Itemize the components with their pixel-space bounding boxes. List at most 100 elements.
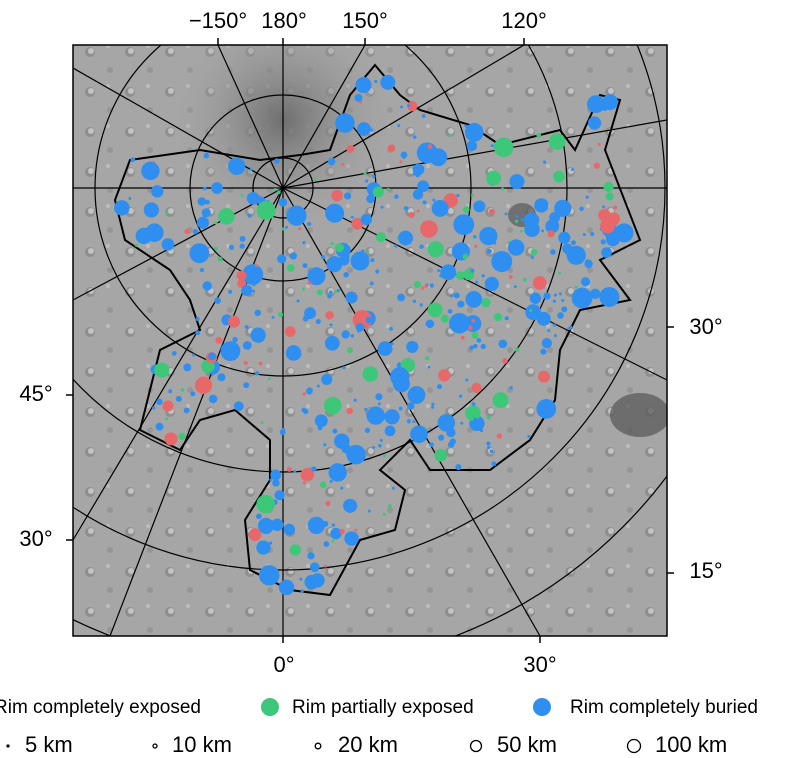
crater-marker — [438, 414, 456, 432]
crater-marker — [453, 214, 474, 235]
crater-marker — [412, 420, 415, 423]
crater-marker — [256, 540, 270, 554]
axis-label: 15° — [689, 558, 722, 583]
crater-marker — [298, 227, 301, 230]
crater-marker — [463, 254, 469, 260]
crater-marker — [364, 408, 367, 411]
crater-marker — [602, 205, 605, 208]
crater-marker — [473, 200, 485, 212]
crater-marker — [372, 175, 375, 178]
crater-marker — [279, 580, 294, 595]
crater-marker — [505, 316, 509, 320]
crater-marker — [392, 487, 395, 490]
crater-marker — [165, 417, 168, 420]
crater-marker — [475, 281, 478, 284]
crater-marker — [501, 188, 504, 191]
crater-marker — [493, 242, 496, 245]
crater-marker — [244, 361, 248, 365]
crater-marker — [410, 425, 428, 443]
crater-marker — [303, 409, 308, 414]
crater-marker — [374, 80, 377, 83]
crater-marker — [524, 222, 539, 237]
crater-marker — [197, 217, 209, 229]
legend-marker — [261, 698, 279, 716]
crater-marker — [323, 443, 326, 446]
crater-marker — [320, 481, 327, 488]
crater-marker — [529, 309, 532, 312]
crater-marker — [407, 402, 415, 410]
crater-marker — [347, 348, 352, 353]
crater-marker — [277, 254, 286, 263]
crater-marker — [285, 226, 288, 229]
crater-marker — [339, 529, 344, 534]
crater-marker — [228, 290, 232, 294]
crater-marker — [290, 252, 297, 259]
crater-marker — [346, 445, 365, 464]
crater-marker — [334, 433, 349, 448]
crater-marker — [275, 490, 285, 500]
crater-marker — [255, 264, 258, 267]
crater-marker — [473, 418, 478, 423]
crater-marker — [375, 270, 379, 274]
crater-marker — [463, 206, 470, 213]
crater-marker — [574, 285, 577, 288]
crater-marker — [504, 213, 507, 216]
crater-marker — [515, 348, 520, 353]
crater-marker — [283, 524, 295, 536]
basemap — [0, 0, 763, 668]
crater-marker — [195, 377, 212, 394]
crater-marker — [471, 194, 474, 197]
crater-marker — [184, 229, 190, 235]
crater-marker — [344, 531, 358, 545]
crater-marker — [286, 345, 302, 361]
crater-marker — [356, 323, 365, 332]
legend-label: Rim partially exposed — [292, 697, 474, 718]
crater-marker — [378, 402, 381, 405]
size-label: 10 km — [172, 732, 232, 757]
crater-marker — [533, 276, 547, 290]
crater-marker — [335, 113, 355, 133]
crater-marker — [423, 200, 427, 204]
crater-marker — [328, 158, 336, 166]
crater-marker — [465, 378, 468, 381]
crater-marker — [151, 185, 163, 197]
crater-marker — [302, 241, 305, 244]
crater-marker — [434, 449, 447, 462]
crater-marker — [286, 206, 306, 226]
crater-marker — [215, 221, 218, 224]
crater-marker — [472, 402, 476, 406]
size-marker — [471, 741, 482, 752]
crater-marker — [487, 446, 490, 449]
crater-marker — [522, 180, 525, 183]
legend-label: Rim completely buried — [570, 697, 758, 718]
crater-marker — [380, 439, 383, 442]
crater-marker — [481, 274, 484, 277]
crater-marker — [465, 405, 480, 420]
size-label: 5 km — [25, 732, 73, 757]
crater-marker — [493, 392, 509, 408]
crater-marker — [178, 433, 185, 440]
crater-marker — [189, 243, 209, 263]
crater-marker — [342, 366, 345, 369]
crater-marker — [426, 320, 435, 329]
crater-marker — [490, 450, 494, 454]
crater-marker — [330, 323, 333, 326]
crater-marker — [344, 192, 351, 199]
crater-marker — [460, 422, 463, 425]
crater-marker — [400, 106, 403, 109]
crater-marker — [437, 269, 440, 272]
crater-marker — [536, 399, 556, 419]
crater-marker — [601, 239, 606, 244]
crater-marker — [215, 337, 222, 344]
crater-marker — [439, 274, 442, 277]
crater-marker — [538, 371, 550, 383]
crater-marker — [459, 395, 462, 398]
crater-marker — [156, 399, 162, 405]
crater-marker — [554, 293, 557, 296]
crater-marker — [192, 354, 195, 357]
crater-marker — [204, 153, 210, 159]
crater-marker — [280, 429, 286, 435]
crater-marker — [198, 197, 206, 205]
crater-marker — [357, 330, 360, 333]
crater-marker — [301, 589, 304, 592]
